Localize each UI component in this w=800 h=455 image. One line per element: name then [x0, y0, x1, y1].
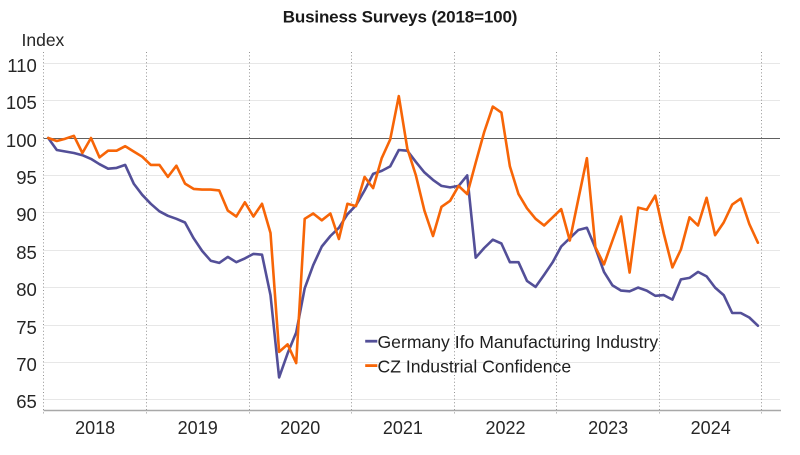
svg-text:100: 100: [6, 130, 37, 151]
svg-text:2020: 2020: [280, 418, 320, 438]
svg-text:80: 80: [16, 279, 37, 300]
svg-text:90: 90: [16, 204, 37, 225]
svg-text:2023: 2023: [588, 418, 628, 438]
svg-text:65: 65: [16, 391, 37, 412]
svg-text:105: 105: [6, 92, 37, 113]
svg-text:85: 85: [16, 242, 37, 263]
svg-text:70: 70: [16, 354, 37, 375]
svg-text:110: 110: [7, 55, 37, 76]
svg-text:Index: Index: [22, 30, 65, 50]
svg-text:Germany Ifo Manufacturing Indu: Germany Ifo Manufacturing Industry: [378, 332, 659, 352]
svg-text:CZ Industrial Confidence: CZ Industrial Confidence: [378, 356, 572, 376]
svg-text:2022: 2022: [485, 418, 525, 438]
svg-text:95: 95: [16, 167, 37, 188]
svg-text:2021: 2021: [383, 418, 423, 438]
svg-text:75: 75: [16, 317, 37, 338]
svg-text:2019: 2019: [178, 418, 218, 438]
svg-text:Business Surveys (2018=100): Business Surveys (2018=100): [283, 8, 518, 27]
svg-text:2024: 2024: [691, 418, 731, 438]
svg-text:2018: 2018: [75, 418, 115, 438]
